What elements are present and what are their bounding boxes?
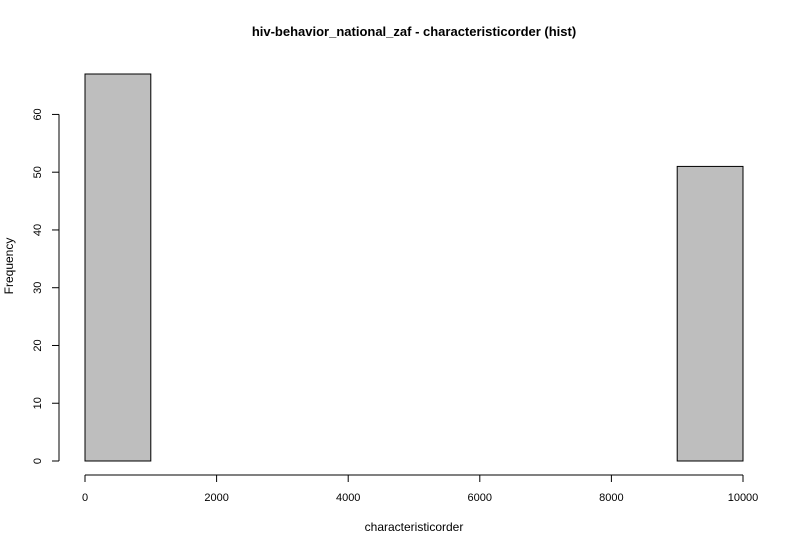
y-axis-label: Frequency xyxy=(2,238,16,295)
y-tick-label: 40 xyxy=(32,224,44,236)
y-tick-label: 20 xyxy=(32,339,44,351)
histogram-bar-9 xyxy=(676,165,744,462)
y-tick-label: 50 xyxy=(32,166,44,178)
x-tick-label: 0 xyxy=(82,492,88,504)
y-tick-label: 10 xyxy=(32,397,44,409)
y-tick-label: 30 xyxy=(32,282,44,294)
chart-title: hiv-behavior_national_zaf - characterist… xyxy=(252,24,576,39)
y-tick-label: 60 xyxy=(32,108,44,120)
bars-group xyxy=(84,73,744,462)
y-axis: 0 10 20 30 40 50 60 xyxy=(32,108,60,464)
y-tick-label: 0 xyxy=(32,458,44,464)
histogram-bar-0 xyxy=(84,73,152,462)
x-tick-label: 6000 xyxy=(468,492,492,504)
x-tick-label: 4000 xyxy=(336,492,360,504)
x-axis: 0 2000 4000 6000 8000 10000 xyxy=(82,474,759,504)
x-tick-label: 10000 xyxy=(728,492,759,504)
x-tick-label: 2000 xyxy=(204,492,228,504)
x-axis-label: characteristicorder xyxy=(365,520,464,534)
x-tick-label: 8000 xyxy=(599,492,623,504)
